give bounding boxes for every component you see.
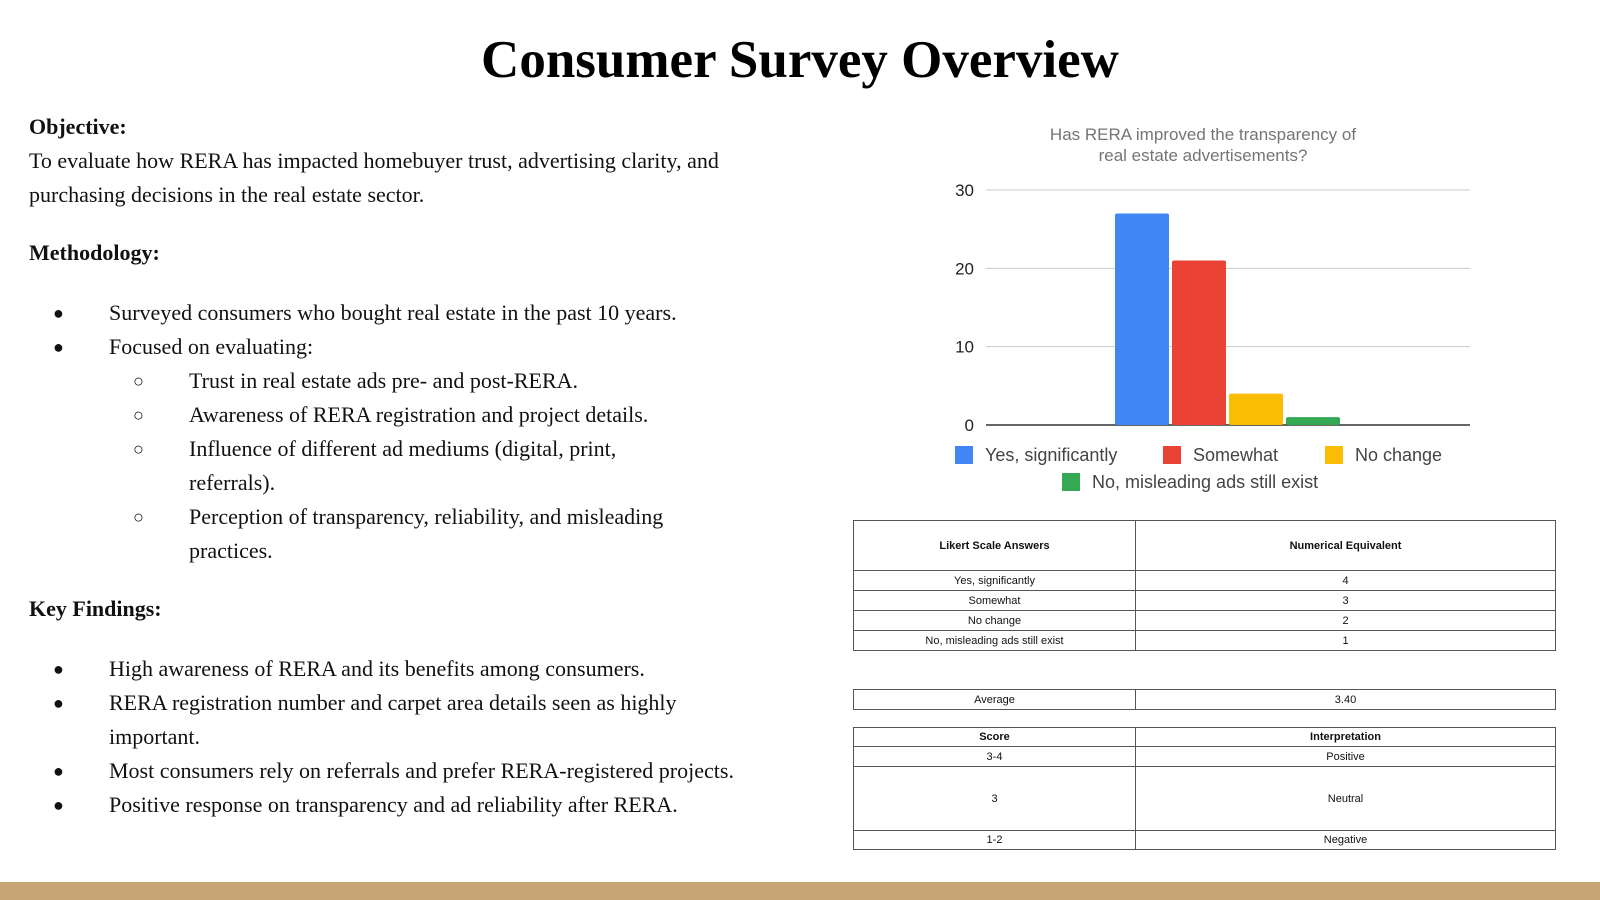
likert-row: Yes, significantly 4: [853, 570, 1556, 591]
average-value: 3.40: [1135, 689, 1556, 710]
likert-value-cell: 1: [1135, 630, 1556, 651]
y-tick-label: 20: [955, 259, 974, 278]
average-row: Average 3.40: [853, 689, 1556, 710]
legend-swatch: [1163, 446, 1181, 464]
bar-3: [1229, 393, 1283, 425]
likert-answer-cell: No change: [853, 610, 1136, 631]
legend-label: Somewhat: [1193, 445, 1278, 465]
key-finding-item: Positive response on transparency and ad…: [29, 788, 749, 822]
score-interpretation-cell: Positive: [1135, 746, 1556, 767]
legend-label: No, misleading ads still exist: [1092, 472, 1318, 492]
likert-value-cell: 3: [1135, 590, 1556, 611]
legend-swatch: [955, 446, 973, 464]
likert-header-cell: Likert Scale Answers: [853, 520, 1136, 571]
likert-answer-cell: No, misleading ads still exist: [853, 630, 1136, 651]
footer-bar: [0, 882, 1600, 900]
key-findings-list: High awareness of RERA and its benefits …: [29, 652, 769, 822]
legend-label: Yes, significantly: [985, 445, 1117, 465]
objective-heading: Objective:: [29, 114, 127, 139]
score-interpretation-cell: Negative: [1135, 830, 1556, 850]
methodology-subitem: Awareness of RERA registration and proje…: [29, 398, 769, 432]
likert-value-cell: 4: [1135, 570, 1556, 591]
methodology-item: Focused on evaluating:: [29, 330, 769, 364]
score-range-cell: 1-2: [853, 830, 1136, 850]
likert-table: Likert Scale Answers Numerical Equivalen…: [853, 520, 1556, 651]
average-label: Average: [853, 689, 1136, 710]
chart-title-line: real estate advertisements?: [1099, 146, 1308, 165]
likert-answer-cell: Yes, significantly: [853, 570, 1136, 591]
average-table: Average 3.40: [853, 689, 1556, 710]
survey-chart: Has RERA improved the transparency of rea…: [900, 115, 1500, 510]
likert-value-cell: 2: [1135, 610, 1556, 631]
methodology-subitem: Perception of transparency, reliability,…: [29, 500, 769, 568]
bar-1: [1115, 213, 1169, 425]
bar-chart-svg: Has RERA improved the transparency of rea…: [955, 125, 1470, 492]
score-header-cell: Score: [853, 727, 1136, 747]
score-header-row: Score Interpretation: [853, 727, 1556, 747]
methodology-heading: Methodology:: [29, 240, 160, 265]
key-finding-item: High awareness of RERA and its benefits …: [29, 652, 749, 686]
score-table: Score Interpretation 3-4 Positive 3 Neut…: [853, 727, 1556, 850]
score-range-cell: 3: [853, 766, 1136, 831]
legend-swatch: [1325, 446, 1343, 464]
key-finding-item: RERA registration number and carpet area…: [29, 686, 749, 754]
methodology-subitem: Trust in real estate ads pre- and post-R…: [29, 364, 769, 398]
legend-label: No change: [1355, 445, 1442, 465]
chart-title-line: Has RERA improved the transparency of: [1050, 125, 1356, 144]
score-row: 1-2 Negative: [853, 830, 1556, 850]
methodology-list: Surveyed consumers who bought real estat…: [29, 296, 769, 568]
likert-row: Somewhat 3: [853, 590, 1556, 611]
bar-4: [1286, 417, 1340, 425]
left-content: Objective: To evaluate how RERA has impa…: [29, 110, 769, 822]
score-row: 3 Neutral: [853, 766, 1556, 831]
score-row: 3-4 Positive: [853, 746, 1556, 767]
objective-text: To evaluate how RERA has impacted homebu…: [29, 148, 719, 207]
likert-answer-cell: Somewhat: [853, 590, 1136, 611]
likert-header-row: Likert Scale Answers Numerical Equivalen…: [853, 520, 1556, 571]
score-interpretation-cell: Neutral: [1135, 766, 1556, 831]
y-tick-label: 10: [955, 338, 974, 357]
methodology-subitem: Influence of different ad mediums (digit…: [29, 432, 769, 500]
likert-row: No change 2: [853, 610, 1556, 631]
likert-header-cell: Numerical Equivalent: [1135, 520, 1556, 571]
key-finding-item: Most consumers rely on referrals and pre…: [29, 754, 749, 788]
likert-row: No, misleading ads still exist 1: [853, 630, 1556, 651]
methodology-item: Surveyed consumers who bought real estat…: [29, 296, 769, 330]
legend-swatch: [1062, 473, 1080, 491]
score-header-cell: Interpretation: [1135, 727, 1556, 747]
score-range-cell: 3-4: [853, 746, 1136, 767]
key-findings-heading: Key Findings:: [29, 596, 162, 621]
slide-title: Consumer Survey Overview: [481, 31, 1119, 89]
bar-2: [1172, 260, 1226, 425]
y-tick-label: 0: [965, 416, 974, 435]
y-tick-label: 30: [955, 181, 974, 200]
